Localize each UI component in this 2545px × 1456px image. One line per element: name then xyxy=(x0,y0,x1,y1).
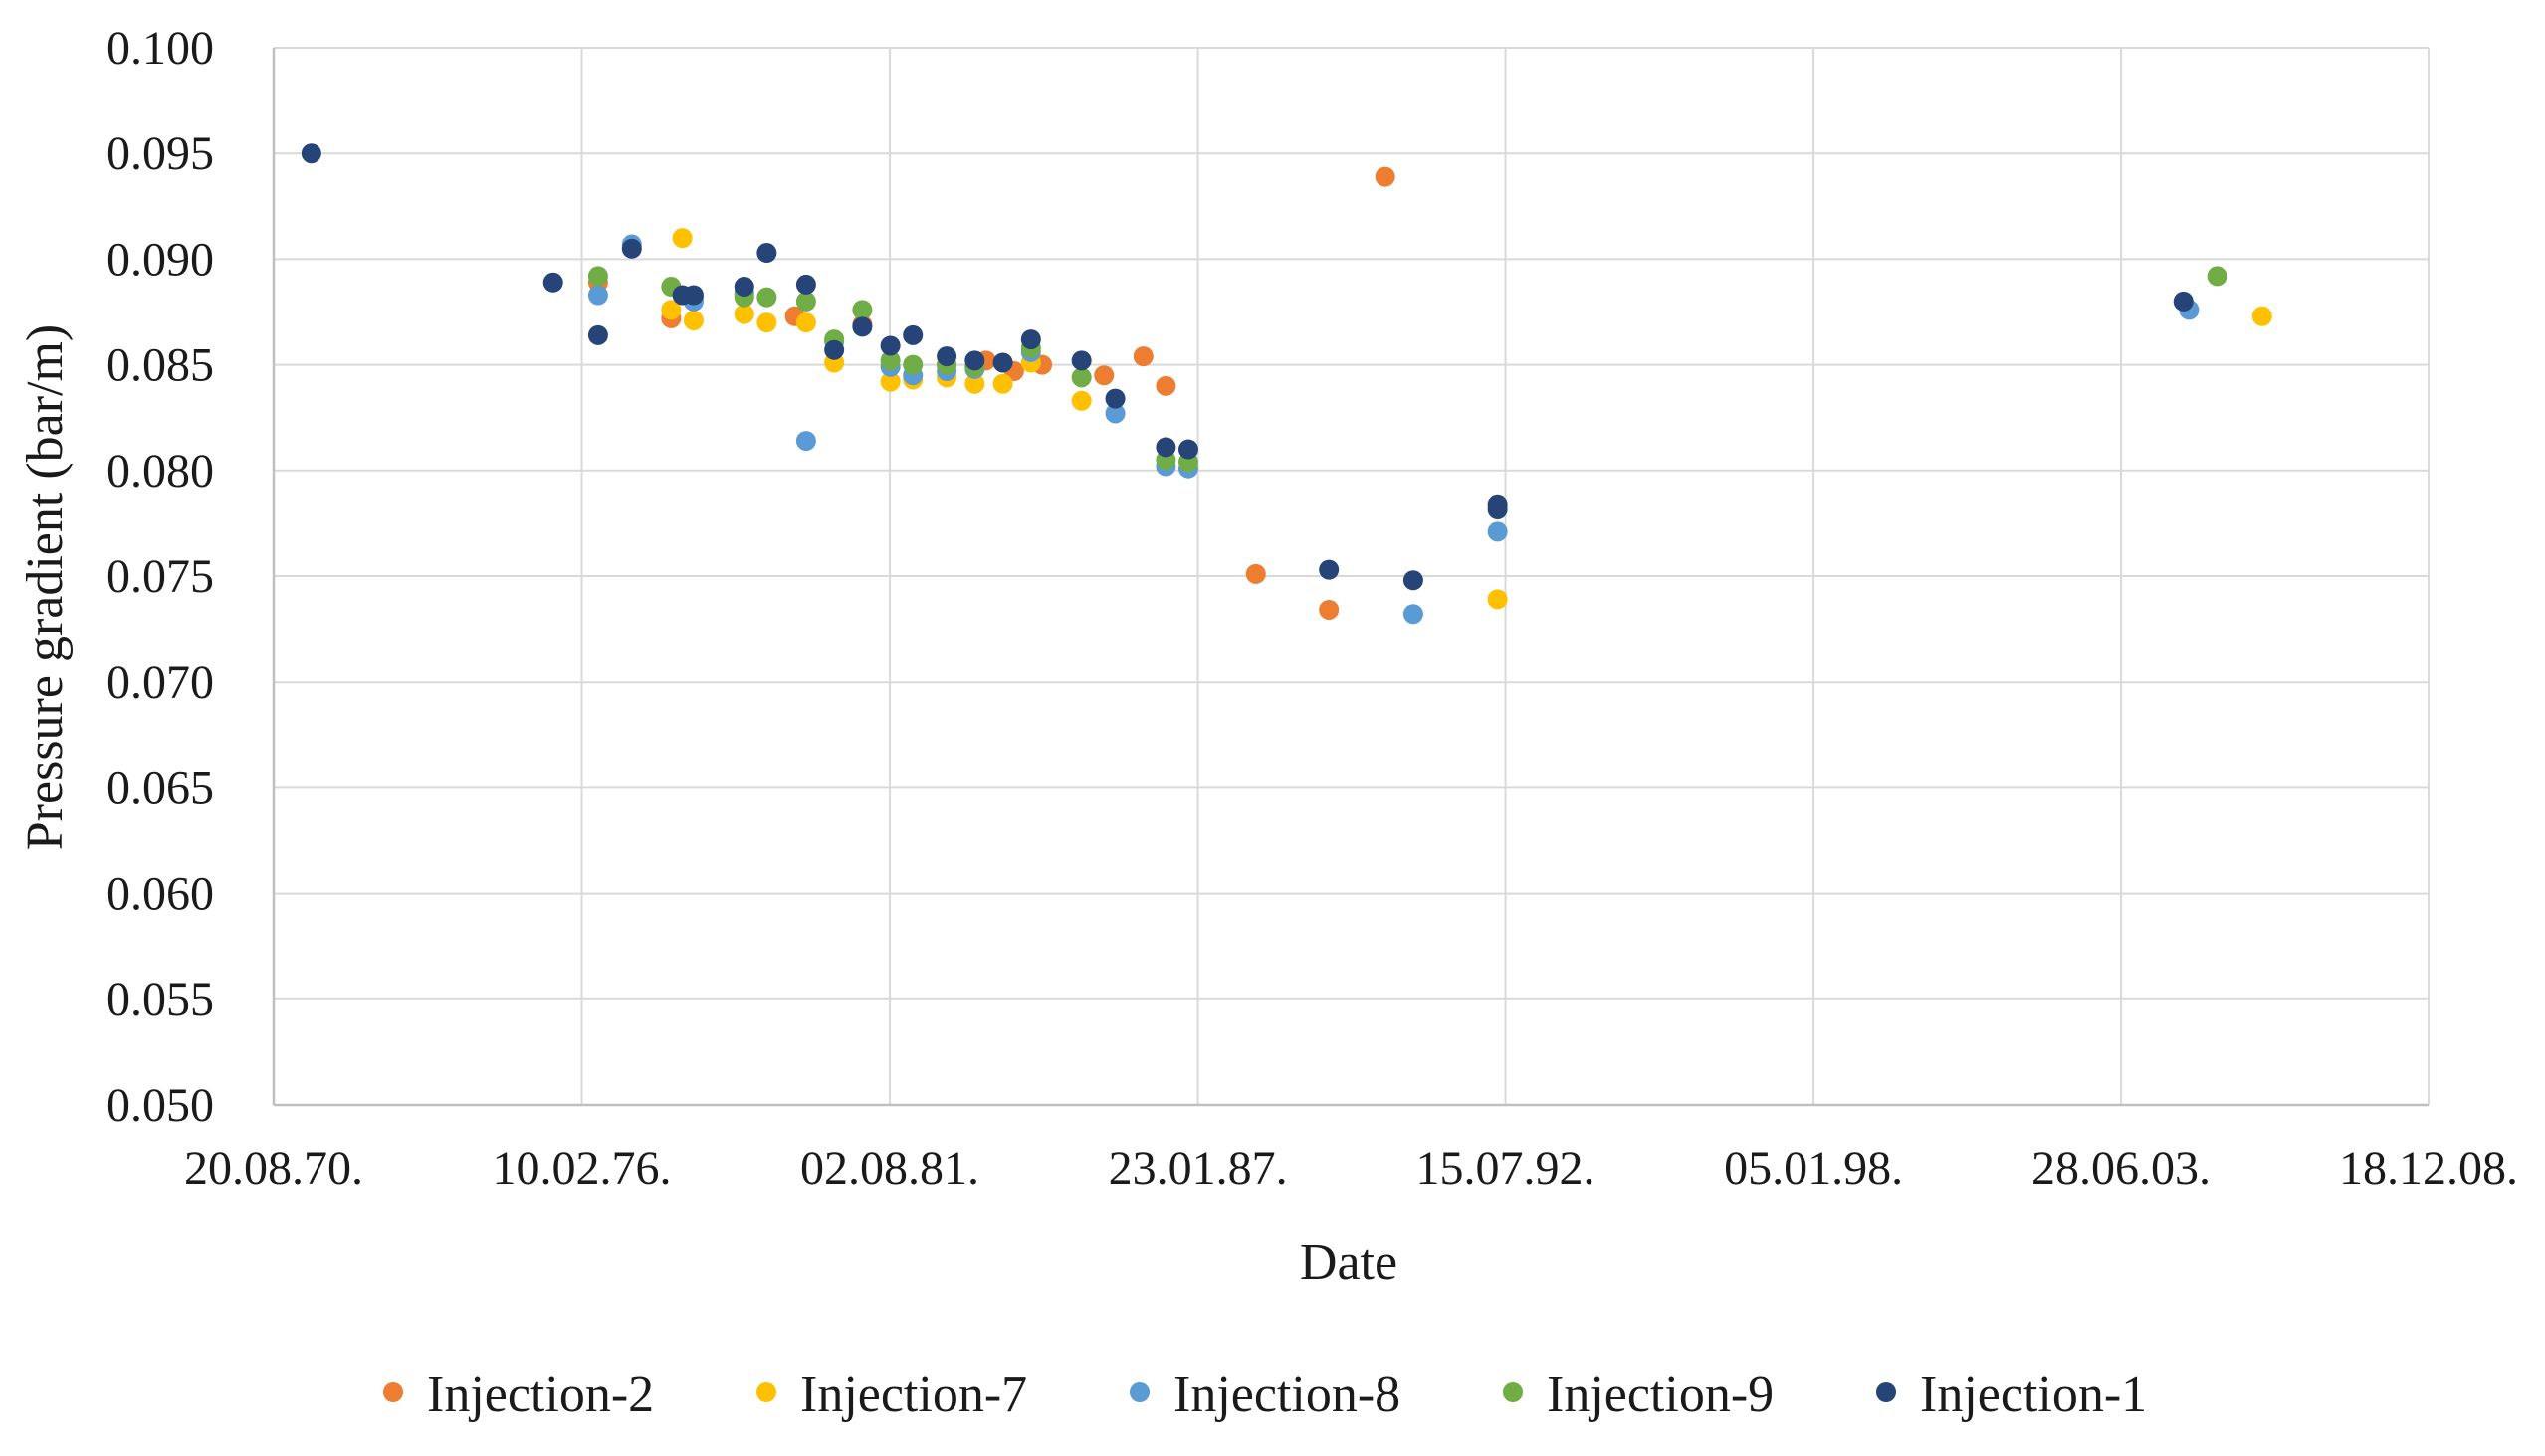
data-point xyxy=(1133,346,1154,367)
x-tick-label: 10.02.76. xyxy=(493,1143,672,1195)
data-point xyxy=(1094,365,1115,386)
legend-label: Injection-1 xyxy=(1920,1366,2147,1423)
data-point xyxy=(795,274,816,295)
data-point xyxy=(2251,306,2272,326)
data-point xyxy=(1487,499,1508,520)
axes xyxy=(272,48,2429,1107)
data-point xyxy=(301,143,321,164)
data-point xyxy=(1071,390,1092,411)
gridlines xyxy=(274,47,2430,1105)
y-tick-label: 0.055 xyxy=(106,973,214,1026)
y-tick-label: 0.095 xyxy=(106,127,214,180)
y-axis-title: Pressure gradient (bar/m) xyxy=(17,324,74,850)
data-point xyxy=(1177,439,1198,460)
data-point xyxy=(903,354,924,375)
data-point xyxy=(1020,329,1041,350)
data-point xyxy=(672,228,693,249)
x-tick-label: 28.06.03. xyxy=(2031,1143,2211,1195)
data-point xyxy=(880,371,901,392)
legend-label: Injection-7 xyxy=(800,1366,1027,1423)
legend-marker xyxy=(383,1382,403,1402)
data-point xyxy=(964,373,985,394)
y-tick-label: 0.050 xyxy=(106,1079,214,1132)
data-point xyxy=(964,350,985,371)
data-point xyxy=(587,285,608,306)
x-tick-label: 02.08.81. xyxy=(800,1143,979,1195)
data-point xyxy=(795,291,816,312)
data-point xyxy=(1156,375,1176,396)
data-point xyxy=(1375,166,1395,187)
legend-marker xyxy=(1876,1382,1896,1402)
x-tick-label: 23.01.87. xyxy=(1109,1143,1288,1195)
legend-label: Injection-8 xyxy=(1173,1366,1400,1423)
data-point xyxy=(1245,563,1266,584)
legend-marker xyxy=(756,1382,776,1402)
data-point xyxy=(795,312,816,333)
data-point xyxy=(1071,350,1092,371)
x-axis-title: Date xyxy=(1300,1234,1397,1291)
y-tick-label: 0.075 xyxy=(106,550,214,603)
x-tick-label: 05.01.98. xyxy=(1724,1143,1903,1195)
y-tick-label: 0.080 xyxy=(106,445,214,498)
data-point xyxy=(756,287,777,308)
y-tick-labels: 0.050 0.055 0.060 0.065 0.070 0.075 0.080 0.085… xyxy=(106,22,214,1132)
y-tick-label: 0.090 xyxy=(106,233,214,286)
series-injection-7 xyxy=(661,228,2272,610)
x-tick-label: 20.08.70. xyxy=(184,1143,363,1195)
legend: Injection-2 Injection-7 Injection-8 Injecti… xyxy=(383,1366,2147,1423)
data-point xyxy=(880,335,901,356)
y-tick-label: 0.060 xyxy=(106,868,214,921)
data-points xyxy=(301,143,2272,625)
series-injection-2 xyxy=(587,166,1395,620)
data-point xyxy=(661,300,682,320)
data-point xyxy=(824,339,845,360)
data-point xyxy=(795,431,816,452)
y-tick-label: 0.070 xyxy=(106,656,214,709)
data-point xyxy=(1319,599,1340,620)
x-tick-label: 15.07.92. xyxy=(1416,1143,1595,1195)
data-point xyxy=(1071,367,1092,388)
data-point xyxy=(852,316,873,337)
data-point xyxy=(756,243,777,264)
data-point xyxy=(2173,291,2194,312)
data-point xyxy=(621,238,642,259)
data-point xyxy=(2207,266,2227,287)
data-point xyxy=(587,266,608,287)
legend-label: Injection-9 xyxy=(1547,1366,1774,1423)
data-point xyxy=(734,277,754,298)
data-point xyxy=(992,352,1013,373)
data-point xyxy=(1402,570,1423,591)
y-tick-label: 0.100 xyxy=(106,22,214,75)
series-injection-8 xyxy=(587,234,2200,625)
data-point xyxy=(683,285,704,306)
y-tick-label: 0.085 xyxy=(106,339,214,392)
legend-marker xyxy=(1503,1382,1523,1402)
data-point xyxy=(903,324,924,345)
legend-label: Injection-2 xyxy=(427,1366,654,1423)
data-point xyxy=(852,300,873,320)
data-point xyxy=(992,373,1013,394)
data-point xyxy=(1402,604,1423,625)
legend-marker xyxy=(1130,1382,1150,1402)
data-point xyxy=(937,346,957,367)
y-tick-label: 0.065 xyxy=(106,761,214,814)
data-point xyxy=(587,324,608,345)
x-tick-labels: 20.08.70. 10.02.76. 02.08.81. 23.01.87. 15.0… xyxy=(184,1143,2518,1195)
data-point xyxy=(1156,437,1176,458)
x-tick-label: 18.12.08. xyxy=(2339,1143,2518,1195)
data-point xyxy=(542,272,563,293)
data-point xyxy=(1105,388,1126,409)
data-point xyxy=(1105,403,1126,424)
data-point xyxy=(734,304,754,324)
series-injection-1 xyxy=(301,143,2194,591)
data-point xyxy=(1487,589,1508,610)
data-point xyxy=(1319,559,1340,580)
data-point xyxy=(683,310,704,330)
data-point xyxy=(880,350,901,371)
data-point xyxy=(756,312,777,333)
data-point xyxy=(1487,521,1508,542)
